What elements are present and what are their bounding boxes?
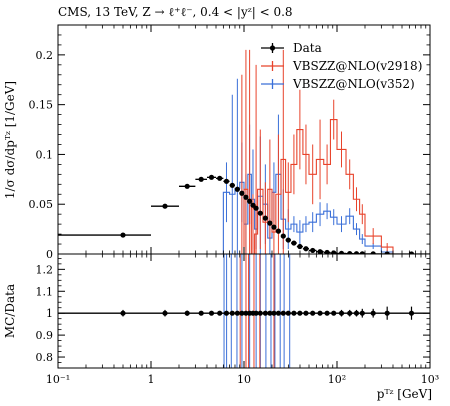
ratio-data-point — [324, 310, 330, 316]
ratio-data-point — [275, 310, 282, 316]
y-tick-label: 0.1 — [36, 148, 54, 161]
data-point — [262, 215, 268, 221]
ratio-data-point — [297, 310, 303, 316]
legend-entry-v352: VBSZZ@NLO(v352) — [261, 77, 415, 91]
data-point — [223, 178, 230, 184]
data-point — [198, 176, 204, 182]
legend-label-v2918: VBSZZ@NLO(v2918) — [292, 59, 422, 73]
data-point — [353, 251, 360, 254]
ratio-tick-label: 1 — [46, 307, 53, 320]
ratio-data-point — [257, 310, 263, 316]
data-point — [208, 174, 215, 180]
ratio-tick-label: 1.2 — [36, 263, 54, 276]
data-point — [359, 251, 365, 254]
data-point — [267, 220, 273, 226]
legend-label-data: Data — [293, 41, 322, 55]
data-point — [408, 251, 415, 254]
ratio-data-point — [303, 310, 309, 316]
data-point — [243, 194, 249, 200]
ratio-data-point — [253, 310, 259, 316]
data-point — [297, 243, 303, 250]
data-point — [310, 247, 316, 254]
ratio-tick-label: 1.1 — [36, 285, 54, 298]
ratio-data-point — [234, 310, 240, 316]
ratio-data-point — [359, 310, 365, 316]
data-point — [162, 203, 168, 209]
ratio-data-point — [217, 310, 223, 316]
ratio-data-point — [310, 310, 316, 316]
data-point — [184, 183, 190, 189]
data-point — [229, 182, 235, 188]
data-point — [384, 251, 390, 254]
x-tick-label: 10³ — [421, 373, 439, 386]
data-point — [247, 198, 253, 204]
data-point — [317, 249, 323, 254]
data-point — [234, 186, 240, 192]
y-tick-label: 0.15 — [29, 99, 54, 112]
ratio-data-point — [239, 310, 245, 316]
ratio-data-point — [408, 310, 415, 316]
ratio-data-point — [370, 310, 376, 316]
data-point — [285, 237, 291, 243]
ratio-data-point — [331, 310, 337, 316]
data-point — [257, 210, 263, 216]
ratio-data-point — [384, 310, 390, 316]
x-tick-label: 10² — [328, 373, 346, 386]
data-point — [331, 250, 337, 254]
x-tick-label: 10 — [237, 373, 251, 386]
data-point — [275, 228, 282, 234]
ratio-data-point — [267, 310, 273, 316]
ratio-data-point — [353, 310, 360, 316]
x-tick-label: 1 — [148, 373, 155, 386]
ratio-plot-area — [58, 254, 430, 368]
ratio-data-point — [243, 310, 249, 316]
ratio-data-point — [317, 310, 323, 316]
ratio-data-point — [229, 310, 235, 316]
y-axis-title: 1/σ dσ/dpᵀᶻ [1/GeV] — [3, 81, 17, 199]
axes: 10⁻¹ 1 10 10² 10³ 0 0.05 0.1 0.15 0.2 0.8 0.9 1 1.1 1.… — [29, 25, 439, 386]
data-point — [271, 224, 277, 230]
ratio-data-point — [262, 310, 268, 316]
ratio-data-point — [285, 310, 291, 316]
data-point — [370, 251, 376, 254]
ratio-data-point — [223, 310, 230, 316]
ratio-data-point — [291, 310, 297, 316]
legend-label-v352: VBSZZ@NLO(v352) — [292, 77, 415, 91]
ratio-data-point — [271, 310, 277, 316]
data-point — [253, 205, 259, 211]
ratio-axis-title: MC/Data — [3, 284, 17, 338]
data-point — [280, 233, 286, 239]
data-point — [217, 175, 223, 181]
ratio-data-point — [184, 310, 190, 316]
ratio-data-point — [347, 310, 353, 316]
chart-title: CMS, 13 TeV, Z → ℓ⁺ℓ⁻, 0.4 < |yᶻ| < 0.8 — [58, 5, 293, 19]
y-tick-label: 0.05 — [29, 198, 54, 211]
x-tick-label: 10⁻¹ — [46, 373, 70, 386]
ratio-data-point — [162, 310, 168, 316]
data-point — [347, 251, 353, 254]
top-plot-area — [58, 49, 430, 254]
y-tick-label: 0.2 — [36, 49, 54, 62]
legend: Data VBSZZ@NLO(v2918) VBSZZ@NLO(v352) — [261, 41, 422, 91]
ratio-data-point — [198, 310, 204, 316]
data-point — [303, 246, 309, 252]
data-point — [239, 190, 245, 196]
y-tick-label: 0 — [46, 248, 53, 261]
ratio-data-point — [280, 310, 286, 316]
data-point — [120, 232, 126, 238]
v352-histogram — [222, 173, 394, 254]
ratio-data-point — [208, 310, 215, 316]
data-point — [291, 240, 297, 246]
data-point — [338, 250, 345, 254]
ratio-data-point — [120, 310, 126, 316]
ratio-tick-label: 0.8 — [36, 351, 54, 364]
v2918-histogram — [239, 119, 394, 254]
ratio-data-point — [338, 310, 345, 316]
ratio-tick-label: 0.9 — [36, 329, 54, 342]
legend-entry-v2918: VBSZZ@NLO(v2918) — [261, 59, 422, 73]
legend-entry-data: Data — [261, 41, 322, 55]
x-axis-title: pᵀᶻ [GeV] — [377, 387, 432, 401]
